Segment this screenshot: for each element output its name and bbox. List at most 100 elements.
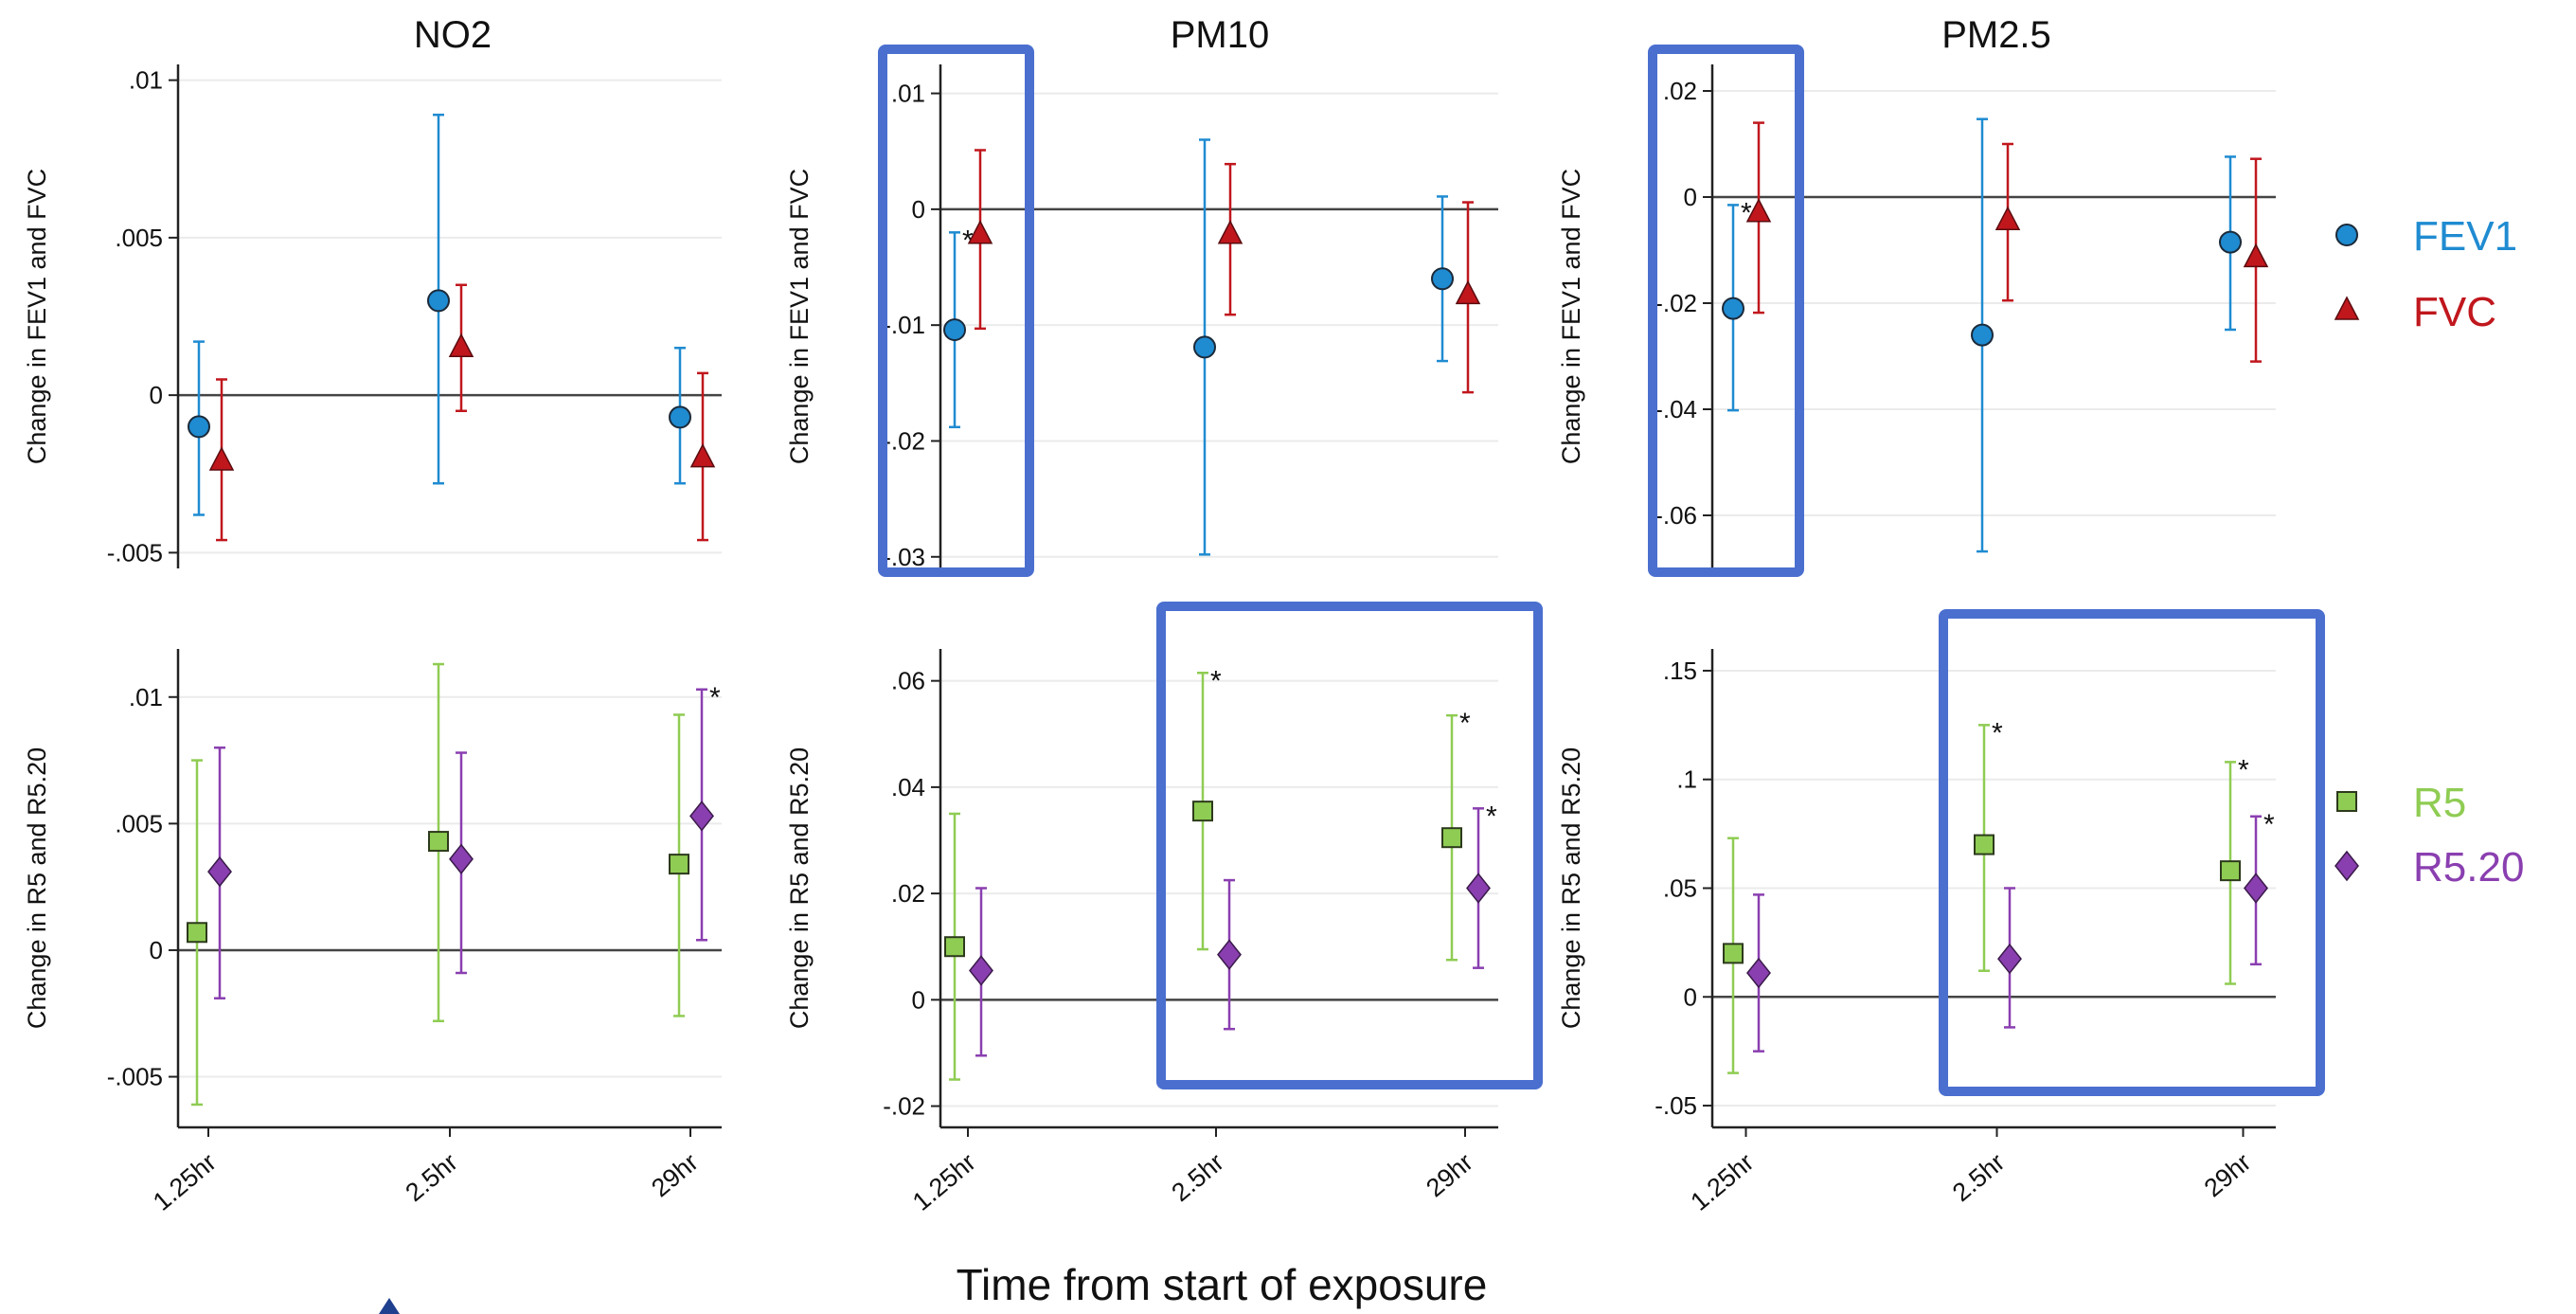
diamond-legend-icon bbox=[2334, 850, 2359, 882]
triangle-legend-icon bbox=[2334, 296, 2360, 320]
y-tick-label: 0 bbox=[1684, 183, 1697, 211]
legend-item-fvc: FVC bbox=[2334, 289, 2496, 335]
significance-star: * bbox=[1486, 801, 1497, 832]
legend-label: R5.20 bbox=[2413, 844, 2524, 891]
data-point-square bbox=[187, 922, 207, 944]
data-point-circle bbox=[669, 405, 691, 429]
series-fev1: * bbox=[943, 138, 1454, 556]
y-axis-title: Change in FEV1 and FVC bbox=[23, 169, 51, 464]
data-point-triangle bbox=[1455, 279, 1481, 305]
panel-pm10-fev: .01 0 -.01 -.02 -.03 Change in FEV1 and FVC * bbox=[785, 64, 1498, 571]
y-axis-title: Change in R5 and R5.20 bbox=[785, 747, 814, 1029]
panel-title-pm25: PM2.5 bbox=[1941, 14, 2051, 56]
data-point-diamond bbox=[689, 801, 714, 832]
data-point-triangle bbox=[208, 446, 235, 471]
legends: FEV1 FVC R5 R5.20 bbox=[2334, 213, 2524, 891]
y-tick-label: -.005 bbox=[107, 538, 163, 567]
y-tick-label: -.02 bbox=[1655, 289, 1697, 317]
data-point-triangle bbox=[448, 333, 474, 357]
significance-star: * bbox=[1210, 665, 1222, 696]
y-tick-label: 0 bbox=[1684, 982, 1697, 1011]
data-point-square bbox=[1723, 943, 1744, 964]
highlight-box-pm25-bottom bbox=[1939, 609, 2325, 1096]
data-point-diamond bbox=[2244, 873, 2268, 904]
series-r520: * bbox=[1746, 809, 2275, 1053]
y-axis-title: Change in FEV1 and FVC bbox=[785, 169, 814, 464]
y-tick-label: -.01 bbox=[883, 311, 925, 339]
series-r520: * bbox=[969, 801, 1497, 1057]
y-tick-label: .02 bbox=[891, 879, 925, 908]
y-tick-label: 0 bbox=[912, 195, 925, 224]
data-point-triangle bbox=[1217, 220, 1243, 244]
data-point-square bbox=[669, 854, 689, 875]
y-tick-label: .01 bbox=[891, 80, 925, 108]
data-point-triangle bbox=[967, 220, 993, 244]
legend-item-r5: R5 bbox=[2336, 780, 2466, 826]
significance-star: * bbox=[2263, 809, 2275, 840]
panel-title-no2: NO2 bbox=[414, 14, 492, 56]
significance-star: * bbox=[962, 225, 974, 256]
panel-title-pm10: PM10 bbox=[1171, 14, 1270, 56]
y-tick-label: -.06 bbox=[1655, 501, 1697, 530]
y-tick-label: .04 bbox=[891, 773, 925, 801]
data-point-diamond bbox=[1217, 939, 1242, 970]
series-r5 bbox=[187, 662, 689, 1107]
square-legend-icon bbox=[2336, 791, 2357, 812]
y-tick-label: .005 bbox=[115, 224, 163, 252]
series-r5: ** bbox=[944, 665, 1471, 1081]
data-point-circle bbox=[1971, 323, 1994, 347]
significance-star: * bbox=[1741, 197, 1752, 228]
data-point-square bbox=[1974, 834, 1995, 855]
series-fvc bbox=[1745, 121, 2269, 363]
series-r5: ** bbox=[1723, 717, 2249, 1074]
data-point-diamond bbox=[1466, 873, 1491, 904]
data-point-square bbox=[1441, 827, 1462, 849]
y-tick-label: -.02 bbox=[883, 426, 925, 455]
y-tick-label: -.05 bbox=[1655, 1091, 1697, 1120]
significance-star: * bbox=[1459, 708, 1471, 739]
data-point-triangle bbox=[2243, 243, 2269, 268]
data-point-square bbox=[1192, 801, 1213, 822]
panel-pm25-fev: .02 0 -.02 -.04 -.06 Change in FEV1 and FVC * bbox=[1557, 64, 2276, 568]
data-point-triangle bbox=[1745, 198, 1772, 223]
y-tick-label: .15 bbox=[1663, 657, 1697, 685]
highlight-box-pm25-top bbox=[1648, 45, 1804, 577]
data-point-diamond bbox=[449, 843, 474, 874]
y-tick-label: .01 bbox=[129, 66, 163, 95]
legend-label: FVC bbox=[2413, 289, 2496, 335]
y-tick-label: 0 bbox=[150, 936, 163, 964]
data-point-circle bbox=[427, 289, 450, 313]
y-tick-label: .01 bbox=[129, 683, 163, 711]
legend-item-fev1: FEV1 bbox=[2335, 213, 2517, 260]
y-tick-label: -.03 bbox=[883, 543, 925, 571]
data-point-square bbox=[2220, 860, 2241, 882]
y-tick-label: 0 bbox=[150, 381, 163, 409]
up-arrow-icon-shape bbox=[379, 1298, 400, 1314]
data-point-circle bbox=[2219, 230, 2242, 254]
significance-star: * bbox=[1992, 717, 2003, 748]
data-point-circle bbox=[188, 415, 210, 439]
y-tick-label: -.02 bbox=[883, 1092, 925, 1121]
data-point-circle bbox=[943, 318, 966, 342]
y-tick-label: -.04 bbox=[1655, 395, 1697, 423]
y-axis-title: Change in R5 and R5.20 bbox=[1557, 747, 1585, 1029]
y-tick-label: -.005 bbox=[107, 1063, 163, 1091]
y-tick-label: .06 bbox=[891, 667, 925, 695]
up-arrow-icon bbox=[379, 1298, 400, 1314]
data-point-circle bbox=[1193, 335, 1216, 359]
legend-label: FEV1 bbox=[2413, 213, 2517, 260]
data-point-triangle bbox=[1995, 206, 2021, 230]
series-fev1 bbox=[188, 113, 691, 516]
legend-item-r520: R5.20 bbox=[2334, 844, 2524, 891]
data-point-diamond bbox=[1746, 957, 1771, 989]
data-point-circle bbox=[1431, 267, 1454, 291]
circle-legend-icon bbox=[2335, 224, 2358, 246]
data-point-circle bbox=[1722, 297, 1744, 320]
y-tick-label: .1 bbox=[1676, 765, 1697, 794]
series-fev1: * bbox=[1722, 117, 2242, 553]
highlight-box-pm10-top bbox=[878, 45, 1034, 577]
x-axis-title: Time from start of exposure bbox=[957, 1260, 1488, 1309]
